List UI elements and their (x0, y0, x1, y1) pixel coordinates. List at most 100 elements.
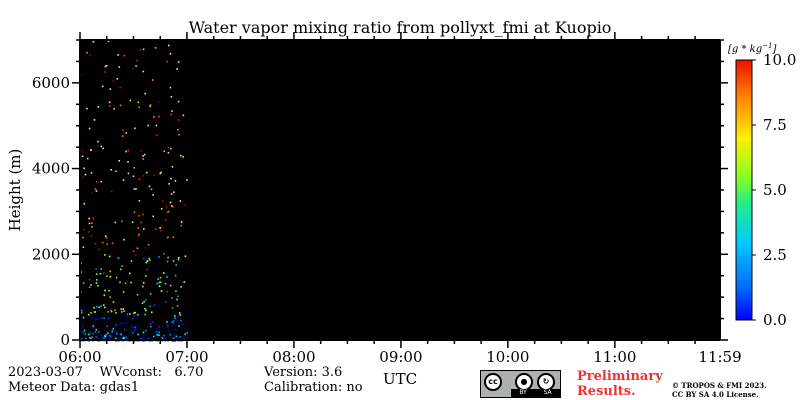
data-point (101, 241, 104, 244)
data-point (153, 335, 155, 338)
data-point (178, 312, 181, 314)
data-point (133, 188, 136, 190)
data-point (90, 235, 93, 237)
data-point (108, 255, 111, 258)
data-point (80, 309, 83, 312)
data-point (116, 78, 119, 80)
data-point (98, 248, 100, 251)
data-point (147, 124, 150, 127)
x-tick-label: 11:00 (593, 348, 636, 366)
data-point (140, 221, 143, 224)
data-point (100, 145, 103, 148)
data-point (169, 284, 172, 287)
data-point (160, 230, 162, 232)
data-point (166, 211, 169, 213)
data-point (177, 61, 180, 63)
data-point (183, 204, 186, 206)
data-point (145, 261, 148, 264)
data-point (106, 325, 109, 328)
data-point (155, 134, 158, 136)
data-point (136, 247, 139, 249)
data-point (82, 282, 85, 284)
data-point (160, 225, 163, 228)
data-point (82, 176, 84, 178)
data-point (178, 257, 180, 259)
data-point (170, 96, 173, 98)
data-point (167, 324, 169, 327)
preliminary-results-label: Preliminary Results. (577, 369, 663, 399)
data-point (88, 217, 90, 220)
data-point (184, 333, 186, 335)
data-point (90, 312, 92, 314)
data-point (125, 150, 127, 153)
data-point (159, 281, 162, 283)
data-point (119, 104, 122, 107)
data-point (169, 53, 172, 55)
data-point (134, 127, 136, 130)
data-point (150, 325, 152, 328)
data-point (171, 321, 174, 323)
preliminary-line-2: Results. (577, 384, 636, 399)
data-point (115, 331, 118, 333)
data-point (169, 201, 172, 204)
data-point (167, 151, 170, 154)
data-point (147, 244, 150, 246)
data-point (177, 258, 180, 261)
data-point (119, 281, 121, 284)
data-point (172, 236, 175, 238)
data-point (176, 305, 179, 307)
data-point (137, 333, 139, 336)
data-point (122, 308, 125, 310)
data-point (170, 147, 172, 150)
data-point (143, 257, 145, 260)
data-point (151, 79, 154, 81)
data-point (102, 336, 104, 339)
data-point (132, 317, 134, 320)
data-point (156, 334, 158, 336)
data-point (112, 301, 115, 303)
data-point (99, 272, 102, 275)
data-point (166, 321, 168, 323)
data-point (110, 309, 112, 312)
x-axis-label: UTC (383, 370, 417, 388)
data-point (145, 171, 148, 174)
data-point (175, 329, 177, 331)
data-point (149, 293, 152, 295)
data-point (127, 161, 129, 163)
data-point (177, 315, 179, 318)
chart-title: Water vapor mixing ratio from pollyxt_fm… (189, 18, 612, 37)
x-tick-label: 09:00 (379, 348, 422, 366)
data-point (86, 107, 88, 110)
data-point (96, 279, 98, 281)
data-point (163, 150, 165, 153)
data-point (172, 337, 175, 339)
data-point (145, 275, 147, 277)
colorbar-tick-label: 2.5 (763, 246, 787, 264)
copyright-line-2: CC BY SA 4.0 License. (672, 390, 759, 399)
data-point (168, 44, 170, 47)
data-point (182, 323, 184, 325)
data-point (119, 86, 122, 89)
data-point (142, 70, 145, 73)
data-point (129, 313, 131, 315)
data-point (122, 335, 125, 338)
colorbar-unit-label: [g * kg−1] (728, 42, 776, 55)
data-point (177, 100, 180, 103)
data-point (85, 337, 87, 340)
data-point (144, 313, 146, 316)
data-point (90, 149, 92, 151)
data-point (88, 333, 90, 336)
data-point (115, 324, 117, 326)
data-point (158, 331, 161, 334)
colorbar-tick-label: 7.5 (763, 116, 787, 134)
data-point (93, 306, 95, 309)
data-point (115, 170, 117, 173)
data-point (122, 291, 125, 293)
data-point (125, 336, 127, 339)
data-point (170, 113, 172, 116)
data-point (120, 311, 123, 313)
data-point (98, 306, 100, 309)
data-point (109, 335, 112, 338)
data-point (171, 307, 174, 309)
data-point (87, 313, 90, 316)
